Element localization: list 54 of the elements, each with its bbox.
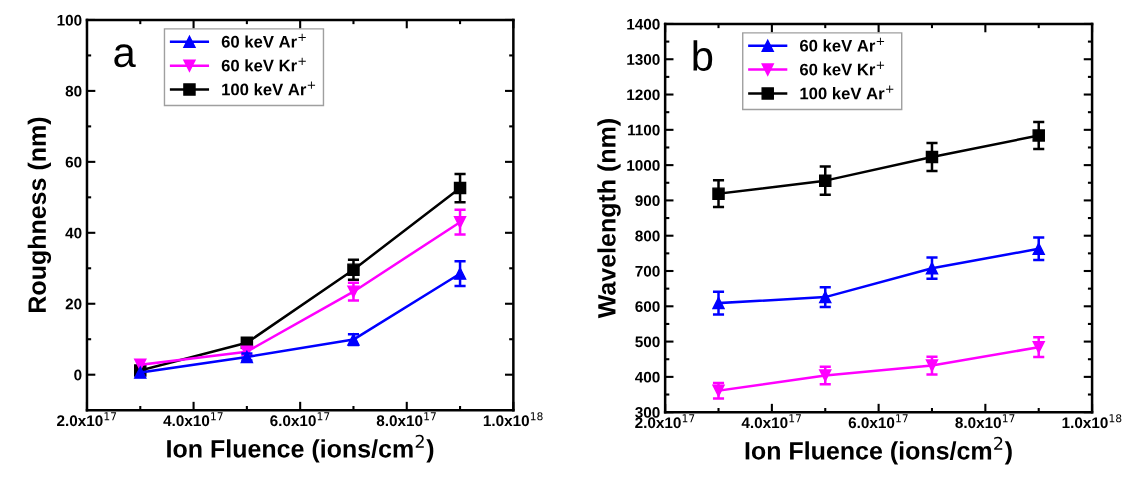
- legend-label: 60 keV Ar$^{+}$: [221, 33, 306, 48]
- point: [347, 285, 360, 298]
- y-tick-label: 800: [635, 230, 660, 242]
- legend-label: 100 keV Ar$^{+}$: [800, 85, 894, 100]
- point: [925, 150, 939, 164]
- x-tick-label: 8.0x10$^{17}$: [955, 414, 1015, 429]
- point: [925, 359, 939, 372]
- point: [347, 263, 360, 276]
- y-tick-label: 1200: [627, 89, 660, 101]
- y-tick-label: 60: [65, 156, 82, 168]
- y-axis-title: Wavelength (nm): [597, 119, 621, 319]
- point: [453, 267, 467, 280]
- y-axis-title: Roughness (nm): [27, 117, 52, 312]
- y-tick-label: 20: [65, 298, 82, 310]
- y-tick-label: 1000: [627, 159, 660, 171]
- point: [818, 369, 832, 382]
- legend-label: 60 keV Ar$^{+}$: [800, 37, 885, 52]
- annotation: b: [693, 40, 713, 71]
- y-tick-label: 1300: [627, 54, 660, 65]
- point: [818, 290, 832, 304]
- x-tick-label: 4.0x10$^{17}$: [741, 414, 801, 429]
- y-tick-label: 500: [635, 336, 660, 348]
- point: [1032, 242, 1045, 256]
- point: [453, 181, 467, 195]
- y-tick-label: 100: [57, 14, 82, 26]
- x-tick-label: 6.0x10$^{17}$: [848, 414, 908, 429]
- point: [712, 296, 725, 310]
- point: [818, 174, 832, 187]
- legend-label: 100 keV Ar$^{+}$: [222, 81, 316, 96]
- x-tick-label: 4.0x10$^{17}$: [163, 412, 223, 427]
- x-tick-label: 1.0x10$^{18}$: [1062, 414, 1122, 429]
- y-tick-label: 700: [635, 265, 660, 277]
- annotation: a: [114, 44, 136, 68]
- point: [1032, 129, 1045, 142]
- y-tick-label: 80: [65, 85, 82, 97]
- y-tick-label: 1100: [628, 124, 660, 136]
- y-tick-label: 600: [635, 301, 660, 312]
- y-tick-label: 1400: [627, 18, 660, 30]
- y-tick-label: 900: [635, 195, 660, 207]
- x-axis-title: Ion Fluence (ions/cm$^{2}$): [167, 434, 434, 463]
- x-axis-title: Ion Fluence (ions/cm$^{2}$): [745, 436, 1012, 465]
- y-tick-label: 0: [74, 369, 82, 381]
- point: [712, 187, 725, 200]
- x-tick-label: 2.0x10$^{17}$: [57, 412, 117, 427]
- point: [1032, 340, 1045, 354]
- legend-label: 60 keV Kr$^{+}$: [800, 61, 885, 76]
- x-tick-label: 1.0x10$^{18}$: [483, 412, 543, 427]
- point: [925, 261, 939, 275]
- legend-label: 60 keV Kr$^{+}$: [221, 57, 306, 72]
- y-tick-label: 40: [65, 227, 82, 239]
- y-tick-label: 400: [635, 371, 660, 383]
- x-tick-label: 6.0x10$^{17}$: [270, 412, 330, 427]
- point: [453, 215, 467, 229]
- x-tick-label: 8.0x10$^{17}$: [376, 412, 436, 427]
